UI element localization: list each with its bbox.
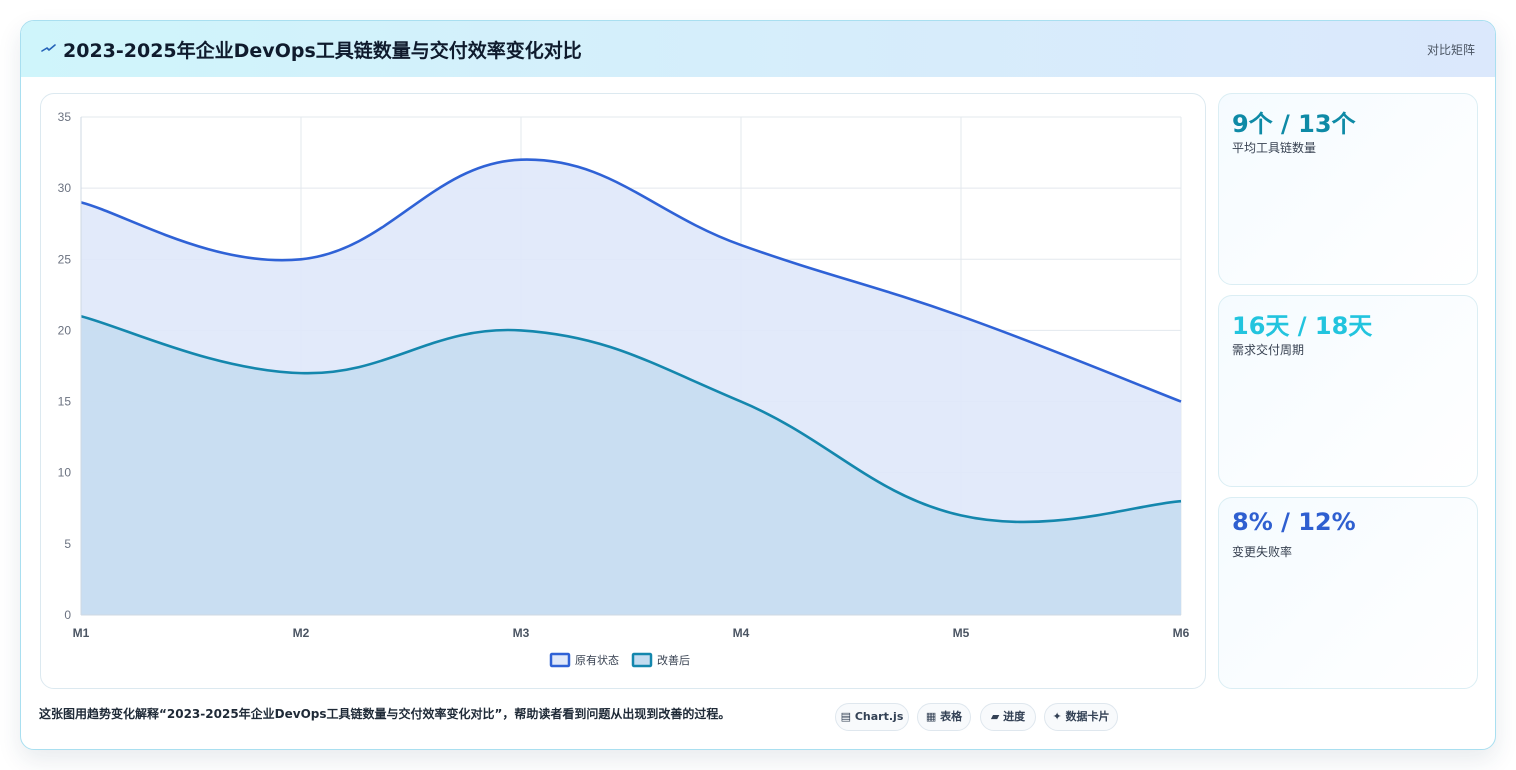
legend-swatch[interactable] xyxy=(631,652,653,668)
pill-table[interactable]: ▦ 表格 xyxy=(917,703,971,731)
x-tick-label: M5 xyxy=(953,626,970,640)
legend-swatch[interactable] xyxy=(549,652,571,668)
progress-icon: ▰ xyxy=(990,710,1000,723)
chart-legend[interactable]: 原有状态 改善后 xyxy=(549,652,690,668)
legend-label[interactable]: 原有状态 xyxy=(575,653,619,667)
y-tick-label: 15 xyxy=(58,395,72,409)
chart-panel: 0 5 10 15 20 25 30 35 M1 M2 M3 M4 M5 M6 原有状态 改善后 xyxy=(40,93,1206,689)
y-tick-label: 35 xyxy=(58,110,72,124)
x-tick-label: M4 xyxy=(733,626,750,640)
pill-chartjs[interactable]: ▤ Chart.js xyxy=(835,703,909,731)
stat-label: 平均工具链数量 xyxy=(1232,141,1317,155)
series-area-2 xyxy=(81,316,1181,615)
chart-description: 这张图用趋势变化解释“2023-2025年企业DevOps工具链数量与交付效率变… xyxy=(39,707,731,721)
series-line-2 xyxy=(80,314,1182,524)
table-icon: ▦ xyxy=(925,710,937,723)
main-card: 2023-2025年企业DevOps工具链数量与交付效率变化对比 对比矩阵 0 5… xyxy=(20,20,1496,750)
stat-value: 8% / 12% xyxy=(1232,508,1356,536)
pill-progress[interactable]: ▰ 进度 xyxy=(980,703,1036,731)
y-tick-label: 25 xyxy=(58,252,72,266)
x-tick-label: M2 xyxy=(293,626,310,640)
stat-label: 需求交付周期 xyxy=(1232,343,1305,357)
x-tick-label: M6 xyxy=(1173,626,1190,640)
stat-card-failure-rate: 8% / 12% 变更失败率 xyxy=(1218,497,1478,689)
pill-label: 表格 xyxy=(940,710,963,723)
legend-label[interactable]: 改善后 xyxy=(657,653,690,667)
header: 2023-2025年企业DevOps工具链数量与交付效率变化对比 对比矩阵 xyxy=(21,21,1495,77)
stat-value: 9个 / 13个 xyxy=(1232,110,1356,138)
pill-label: Chart.js xyxy=(854,710,904,723)
x-tick-label: M1 xyxy=(73,626,90,640)
pill-label: 数据卡片 xyxy=(1065,710,1110,723)
pill-label: 进度 xyxy=(1003,710,1026,723)
stat-card-toolchain: 9个 / 13个 平均工具链数量 xyxy=(1218,93,1478,285)
page-title: 2023-2025年企业DevOps工具链数量与交付效率变化对比 xyxy=(63,40,582,62)
y-tick-label: 5 xyxy=(64,537,71,551)
stat-card-delivery-cycle: 16天 / 18天 需求交付周期 xyxy=(1218,295,1478,487)
chart-icon: ▤ xyxy=(840,710,852,723)
stat-value: 16天 / 18天 xyxy=(1232,312,1373,340)
x-tick-label: M3 xyxy=(513,626,530,640)
y-tick-label: 20 xyxy=(58,323,72,337)
y-tick-label: 0 xyxy=(64,608,71,622)
y-tick-label: 30 xyxy=(58,181,72,195)
stat-label: 变更失败率 xyxy=(1232,545,1293,559)
pill-data-card[interactable]: ✦ 数据卡片 xyxy=(1044,703,1118,731)
area-chart: 0 5 10 15 20 25 30 35 M1 M2 M3 M4 M5 M6 原有状态 改善后 xyxy=(58,110,1190,668)
pulse-icon xyxy=(41,44,56,52)
y-tick-label: 10 xyxy=(58,466,72,480)
card-icon: ✦ xyxy=(1052,710,1062,723)
header-tag[interactable]: 对比矩阵 xyxy=(1426,43,1475,57)
series-line-1 xyxy=(80,158,1182,403)
